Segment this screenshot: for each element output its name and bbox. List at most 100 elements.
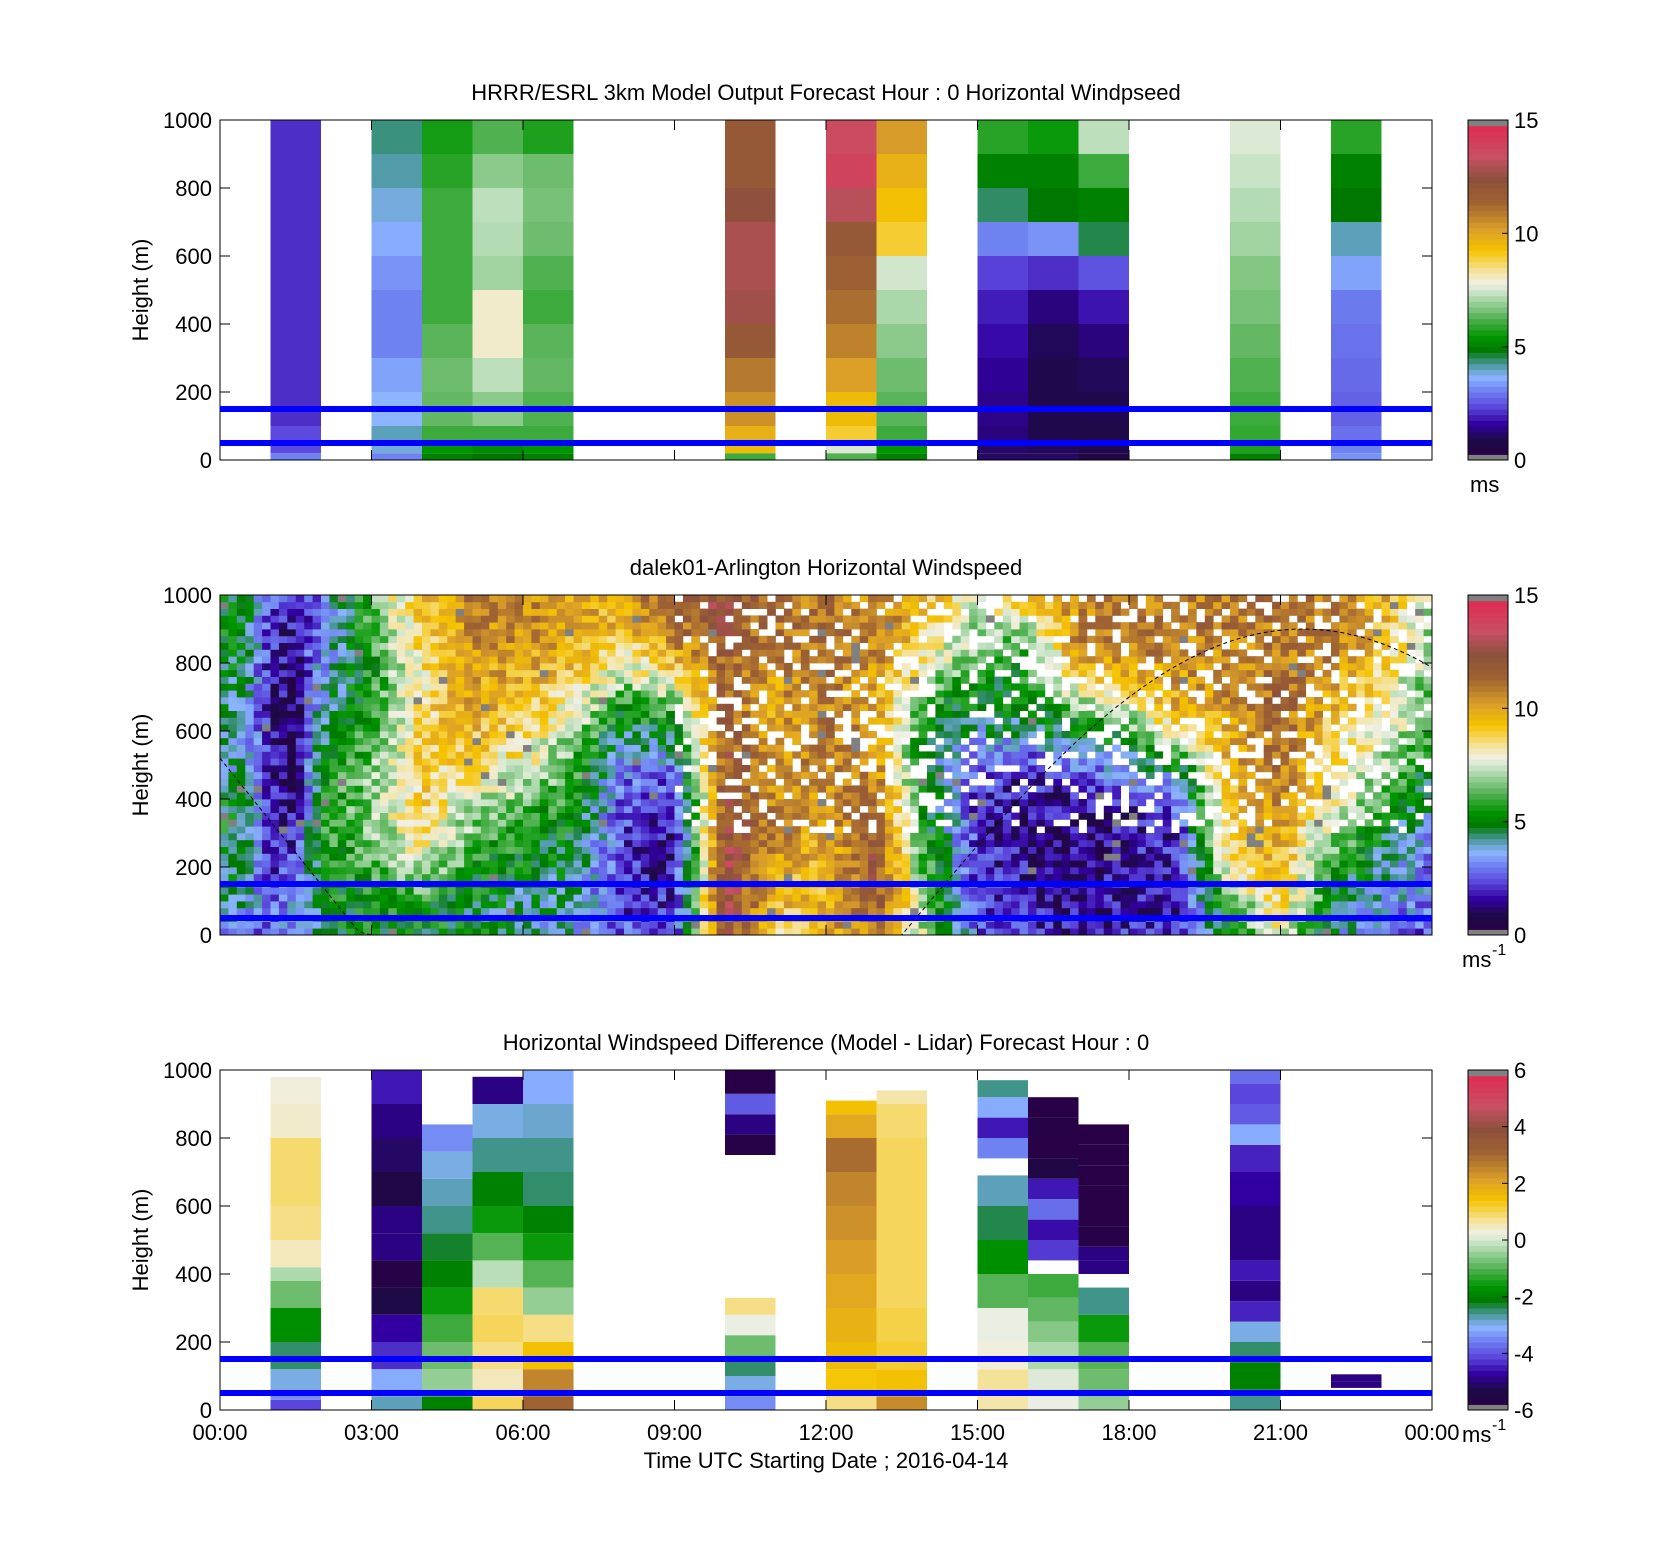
data-cell	[506, 792, 515, 800]
data-cell	[422, 826, 431, 834]
data-cell	[312, 731, 322, 739]
data-cell	[472, 629, 482, 637]
data-cell	[1053, 731, 1063, 739]
data-cell	[666, 846, 675, 854]
data-cell	[514, 853, 524, 861]
data-cell	[649, 765, 659, 773]
data-cell	[640, 887, 650, 895]
data-cell	[472, 222, 523, 256]
data-cell	[1061, 887, 1071, 895]
data-cell	[464, 737, 473, 745]
data-cell	[455, 724, 465, 732]
data-cell	[952, 805, 962, 813]
data-cell	[581, 826, 591, 834]
data-cell	[767, 642, 776, 650]
data-cell	[464, 839, 473, 847]
data-cell	[800, 805, 810, 813]
data-cell	[489, 839, 499, 847]
data-cell	[893, 853, 903, 861]
data-cell	[884, 887, 894, 895]
data-cell	[379, 860, 389, 868]
data-cell	[287, 778, 297, 786]
data-cell	[893, 744, 903, 752]
data-cell	[1019, 737, 1029, 745]
data-cell	[253, 758, 263, 766]
data-cell	[548, 846, 558, 854]
data-cell	[1331, 256, 1382, 290]
data-cell	[640, 683, 650, 691]
data-cell	[927, 921, 936, 929]
data-cell	[539, 663, 549, 671]
data-cell	[422, 656, 431, 664]
data-cell	[716, 669, 726, 677]
data-cell	[1028, 778, 1037, 786]
data-cell	[413, 792, 423, 800]
data-cell	[884, 737, 894, 745]
data-cell	[985, 819, 995, 827]
data-cell	[548, 758, 558, 766]
data-cell	[708, 805, 717, 813]
data-cell	[851, 771, 861, 779]
data-cell	[792, 860, 802, 868]
colorbar-segment	[1468, 380, 1508, 387]
data-cell	[1019, 805, 1029, 813]
data-cell	[523, 188, 574, 222]
colorbar-segment	[1468, 273, 1508, 280]
data-cell	[607, 901, 616, 909]
data-cell	[918, 785, 928, 793]
data-cell	[943, 785, 953, 793]
data-cell	[817, 785, 827, 793]
data-cell	[523, 710, 532, 718]
data-cell	[615, 873, 625, 881]
data-cell	[489, 778, 499, 786]
data-cell	[1331, 188, 1382, 222]
data-cell	[321, 826, 330, 834]
data-cell	[422, 290, 473, 324]
data-cell	[514, 765, 524, 773]
data-cell	[447, 805, 457, 813]
data-cell	[573, 629, 583, 637]
data-cell	[674, 601, 684, 609]
data-cell	[1044, 622, 1054, 630]
data-cell	[228, 812, 238, 820]
data-cell	[691, 622, 701, 630]
data-cell	[480, 805, 490, 813]
data-cell	[565, 819, 574, 827]
data-cell	[927, 873, 936, 881]
colorbar-segment	[1468, 312, 1508, 319]
data-cell	[539, 873, 549, 881]
data-cell	[708, 737, 717, 745]
data-cell	[977, 887, 987, 895]
data-cell	[337, 887, 347, 895]
data-cell	[506, 703, 515, 711]
data-cell	[1019, 615, 1029, 623]
data-cell	[405, 901, 414, 909]
data-cell	[741, 792, 751, 800]
data-cell	[523, 615, 532, 623]
data-cell	[960, 676, 970, 684]
data-cell	[834, 758, 844, 766]
data-cell	[640, 751, 650, 759]
data-cell	[1002, 853, 1012, 861]
data-cell	[236, 697, 246, 705]
data-cell	[321, 710, 330, 718]
data-cell	[1028, 188, 1079, 222]
data-cell	[741, 921, 751, 929]
data-cell	[598, 697, 608, 705]
data-cell	[548, 601, 558, 609]
data-cell	[388, 867, 398, 875]
data-cell	[943, 928, 953, 936]
data-cell	[548, 894, 558, 902]
data-cell	[1019, 785, 1029, 793]
data-cell	[321, 635, 330, 643]
data-cell	[598, 901, 608, 909]
data-cell	[270, 887, 280, 895]
data-cell	[708, 676, 717, 684]
data-cell	[506, 615, 515, 623]
data-cell	[607, 622, 616, 630]
data-cell	[506, 629, 515, 637]
data-cell	[1044, 833, 1054, 841]
data-cell	[708, 778, 717, 786]
data-cell	[994, 799, 1004, 807]
data-cell	[733, 846, 743, 854]
